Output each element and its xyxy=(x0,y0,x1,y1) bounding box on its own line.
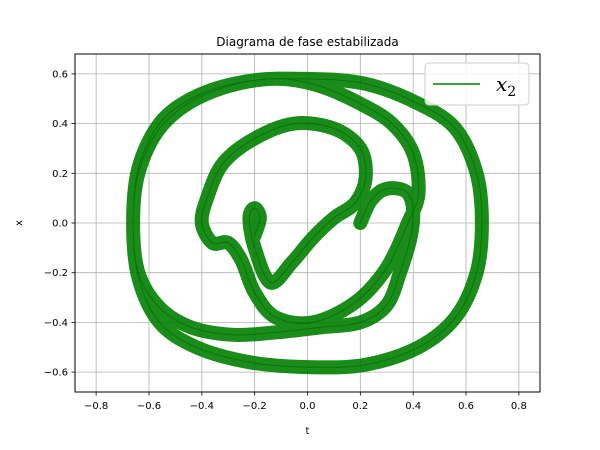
x-tick-label: −0.6 xyxy=(137,401,161,412)
legend-label-main: x xyxy=(496,72,507,96)
series-layer xyxy=(126,71,489,375)
x-tick-label: 0.6 xyxy=(458,401,474,412)
y-tick-label: −0.2 xyxy=(44,268,68,279)
y-tick-label: −0.6 xyxy=(44,368,68,379)
ticks: −0.8 −0.6 −0.4 −0.2 0.0 0.2 0.4 0.6 0.8 −0.6 −0.4 −… xyxy=(44,69,527,412)
y-tick-label: 0.6 xyxy=(52,69,68,80)
y-tick-label: 0.4 xyxy=(52,119,68,130)
legend: x2 xyxy=(424,62,530,106)
x-axis-label: t xyxy=(306,426,310,437)
legend-label-subscript: 2 xyxy=(507,84,516,100)
x-tick-label: 0.0 xyxy=(300,401,316,412)
x-tick-label: −0.8 xyxy=(84,401,108,412)
y-tick-label: 0.0 xyxy=(52,219,68,230)
x-tick-label: 0.4 xyxy=(405,401,421,412)
chart-title: Diagrama de fase estabilizada xyxy=(216,35,398,49)
x-tick-label: 0.8 xyxy=(511,401,527,412)
legend-label-x2: x2 xyxy=(496,72,516,100)
y-tick-label: −0.4 xyxy=(44,318,68,329)
x-tick-label: 0.2 xyxy=(352,401,368,412)
x-tick-label: −0.4 xyxy=(190,401,214,412)
x-tick-label: −0.2 xyxy=(243,401,267,412)
y-axis-label: x xyxy=(14,220,25,226)
series-x2-line xyxy=(132,78,483,368)
y-tick-label: 0.2 xyxy=(52,169,68,180)
